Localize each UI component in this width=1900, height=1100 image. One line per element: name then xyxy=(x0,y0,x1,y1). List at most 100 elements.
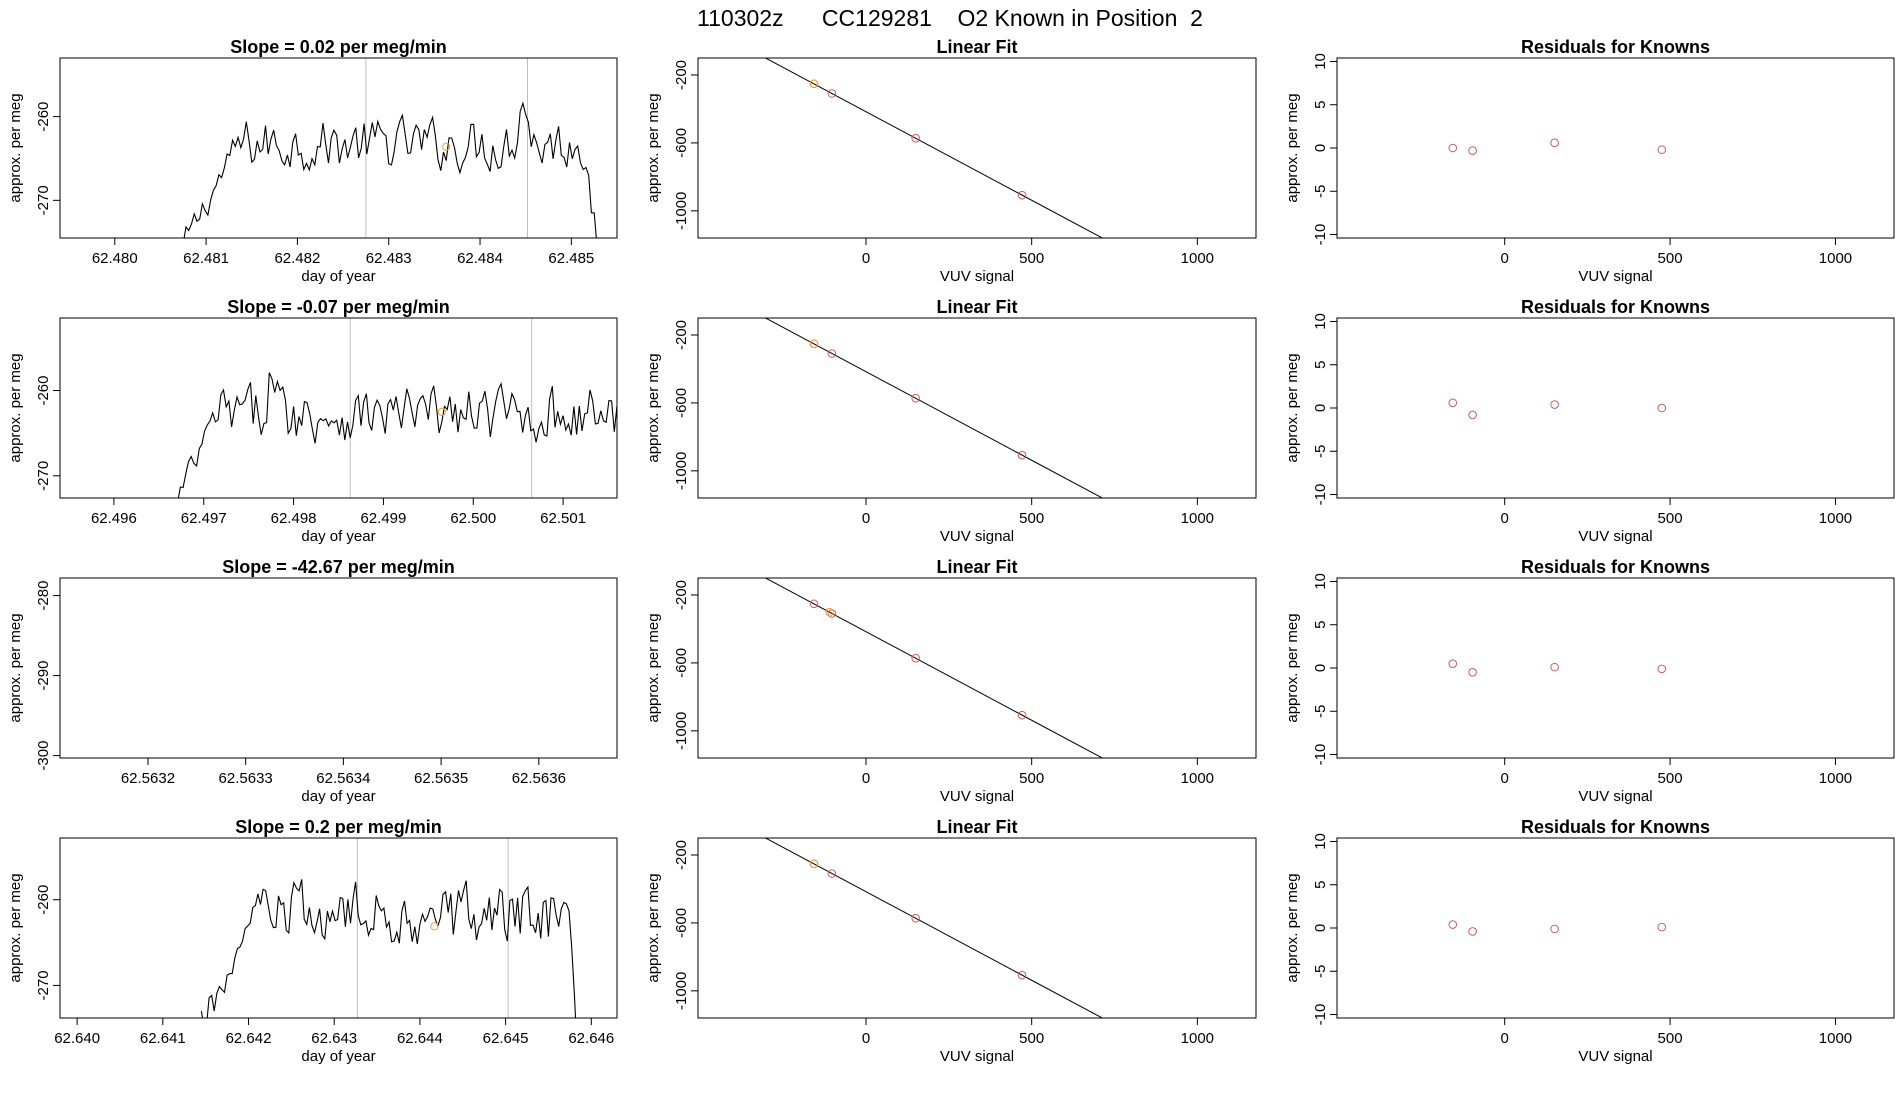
x-tick-label: 62.499 xyxy=(360,510,406,527)
y-tick-label: -200 xyxy=(673,580,690,610)
residual-point xyxy=(1468,668,1477,677)
x-tick-label: 1000 xyxy=(1181,510,1214,527)
x-axis: 0 500 1000 xyxy=(1501,497,1852,527)
fit-line xyxy=(764,578,1104,758)
y-axis: -260 -270 xyxy=(35,102,61,215)
known-point xyxy=(827,349,837,358)
x-tick-label: 0 xyxy=(1501,510,1509,527)
x-tick-label: 500 xyxy=(1019,250,1044,267)
plot-frame xyxy=(59,577,618,759)
y-axis: 10 5 0 -5 -10 xyxy=(1312,53,1338,245)
resid-row-4: Residuals for Knowns 0 500 1000 VUV signal 10… xyxy=(1284,817,1895,1065)
plot-title: Linear Fit xyxy=(936,557,1017,577)
known-point xyxy=(1017,710,1027,720)
plot-area xyxy=(1448,138,1667,155)
x-tick-label: 0 xyxy=(862,510,870,527)
x-tick-label: 1000 xyxy=(1819,510,1852,527)
x-tick-label: 500 xyxy=(1658,250,1683,267)
x-axis-label: VUV signal xyxy=(1578,1048,1652,1065)
y-axis: -200 -600 -1000 xyxy=(673,320,699,490)
y-tick-label: -260 xyxy=(35,885,52,915)
x-axis: 0 500 1000 xyxy=(862,757,1214,787)
y-tick-label: 10 xyxy=(1312,573,1329,590)
x-tick-label: 0 xyxy=(862,250,870,267)
trace-line xyxy=(200,879,577,1018)
current-point xyxy=(825,607,834,617)
y-tick-label: -5 xyxy=(1312,705,1329,718)
x-tick-label: 500 xyxy=(1658,770,1683,787)
x-tick-label: 62.641 xyxy=(140,1030,186,1047)
residual-point xyxy=(1448,920,1458,929)
y-axis-label: approx. per meg xyxy=(645,93,662,202)
y-tick-label: 5 xyxy=(1312,101,1329,109)
x-axis-label: VUV signal xyxy=(1578,788,1652,805)
x-tick-label: 1000 xyxy=(1819,770,1852,787)
x-tick-label: 1000 xyxy=(1181,1030,1214,1047)
x-axis: 62.496 62.497 62.498 62.499 62.500 62.501 xyxy=(91,497,586,527)
known-point xyxy=(827,609,837,618)
known-point xyxy=(1017,970,1027,980)
residual-point xyxy=(1657,664,1667,674)
y-tick-label: -600 xyxy=(673,388,690,418)
y-tick-label: 10 xyxy=(1312,313,1329,330)
y-axis-label: approx. per meg xyxy=(1284,613,1301,722)
plot-frame xyxy=(697,837,1257,1019)
y-tick-label: -270 xyxy=(35,185,52,215)
y-axis-label: approx. per meg xyxy=(645,873,662,982)
fit-row-2: Linear Fit 0 500 1000 VUV signal -200 -600 -100… xyxy=(645,297,1257,545)
plot-area xyxy=(1448,659,1667,677)
y-tick-label: -200 xyxy=(673,840,690,870)
y-tick-label: -260 xyxy=(35,375,52,405)
y-tick-label: -1000 xyxy=(673,192,690,230)
plot-area xyxy=(764,318,1104,498)
y-tick-label: -5 xyxy=(1312,965,1329,978)
y-axis: -200 -600 -1000 xyxy=(673,580,699,750)
residual-point xyxy=(1468,410,1477,420)
plot-title: Slope = 0.2 per meg/min xyxy=(235,817,442,837)
residual-point xyxy=(1448,398,1458,408)
x-tick-label: 62.5635 xyxy=(414,770,468,787)
x-axis-label: VUV signal xyxy=(940,268,1014,285)
x-tick-label: 62.497 xyxy=(181,510,227,527)
trace-row-3: Slope = -42.67 per meg/min 62.5632 62.5633… xyxy=(7,557,618,805)
x-tick-label: 1000 xyxy=(1819,250,1852,267)
fit-line xyxy=(764,318,1104,498)
y-axis-label: approx. per meg xyxy=(7,93,24,202)
x-tick-label: 500 xyxy=(1658,1030,1683,1047)
y-tick-label: -10 xyxy=(1312,484,1329,506)
x-tick-label: 0 xyxy=(1501,250,1509,267)
y-tick-label: -600 xyxy=(673,908,690,938)
x-tick-label: 62.5633 xyxy=(219,770,273,787)
y-axis-label: approx. per meg xyxy=(1284,93,1301,202)
plot-title: Linear Fit xyxy=(936,297,1017,317)
plot-title: Slope = 0.02 per meg/min xyxy=(230,37,447,57)
residual-point xyxy=(1550,924,1559,934)
x-axis-label: VUV signal xyxy=(1578,528,1652,545)
known-point xyxy=(911,133,920,143)
residual-point xyxy=(1550,400,1559,409)
x-tick-label: 62.498 xyxy=(271,510,317,527)
plot-title: Residuals for Knowns xyxy=(1521,37,1710,57)
y-axis-label: approx. per meg xyxy=(7,613,24,722)
plot-area xyxy=(177,318,617,498)
y-tick-label: -290 xyxy=(35,661,52,691)
resid-row-1: Residuals for Knowns 0 500 1000 VUV signal 10… xyxy=(1284,37,1895,285)
x-tick-label: 0 xyxy=(1501,1030,1509,1047)
plot-title: Residuals for Knowns xyxy=(1521,297,1710,317)
known-point xyxy=(911,913,920,923)
x-tick-label: 62.5634 xyxy=(316,770,370,787)
x-axis: 0 500 1000 xyxy=(862,237,1214,267)
fit-line xyxy=(764,58,1104,238)
x-tick-label: 62.481 xyxy=(183,250,229,267)
y-axis-label: approx. per meg xyxy=(7,873,24,982)
x-axis-label: day of year xyxy=(301,788,375,805)
x-tick-label: 62.5632 xyxy=(121,770,175,787)
x-tick-label: 62.482 xyxy=(274,250,320,267)
y-tick-label: -600 xyxy=(673,648,690,678)
x-tick-label: 0 xyxy=(862,1030,870,1047)
y-axis: 10 5 0 -5 -10 xyxy=(1312,833,1338,1025)
y-axis-label: approx. per meg xyxy=(645,353,662,462)
plot-title: Linear Fit xyxy=(936,37,1017,57)
y-tick-label: 0 xyxy=(1312,144,1329,152)
y-tick-label: 0 xyxy=(1312,924,1329,932)
